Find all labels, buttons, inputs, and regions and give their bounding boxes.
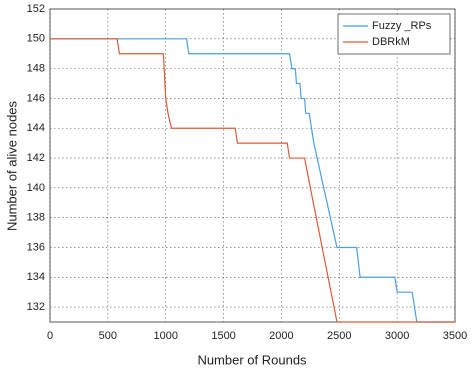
y-tick-label: 132	[27, 301, 45, 313]
x-tick-label: 1000	[153, 330, 177, 342]
legend-label: Fuzzy _RPs	[372, 20, 432, 32]
y-tick-label: 136	[27, 241, 45, 253]
legend-box	[337, 13, 451, 55]
series-line	[50, 38, 455, 323]
x-tick-label: 500	[99, 330, 117, 342]
plot-area	[50, 9, 455, 322]
x-tick-label: 1500	[211, 330, 235, 342]
x-tick-label: 2500	[327, 330, 351, 342]
y-tick-label: 146	[27, 92, 45, 104]
y-tick-label: 148	[27, 63, 45, 75]
y-axis-label: Number of alive nodes	[4, 100, 19, 231]
x-tick-label: 3000	[385, 330, 409, 342]
y-tick-label: 142	[27, 152, 45, 164]
y-tick-label: 138	[27, 212, 45, 224]
axes-box	[49, 8, 456, 323]
x-tick-label: 3500	[443, 330, 467, 342]
x-axis-label: Number of Rounds	[197, 352, 307, 367]
y-tick-label: 150	[27, 33, 45, 45]
series-line	[50, 38, 455, 323]
y-tick-label: 152	[27, 3, 45, 15]
y-tick-label: 134	[27, 271, 45, 283]
legend-label: DBRkM	[372, 36, 410, 48]
y-tick-label: 140	[27, 182, 45, 194]
x-tick-label: 2000	[269, 330, 293, 342]
y-tick-label: 144	[27, 122, 45, 134]
x-tick-label: 0	[47, 330, 53, 342]
